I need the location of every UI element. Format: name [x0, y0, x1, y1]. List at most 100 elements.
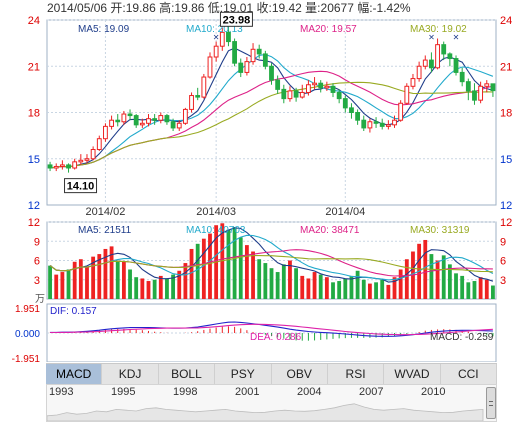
volume-unit-label: 万 — [35, 294, 45, 305]
volume-bar — [491, 285, 495, 299]
candle-body — [299, 91, 305, 98]
volume-bar — [398, 269, 403, 299]
volume-bar — [263, 263, 268, 299]
candle-body — [47, 164, 53, 169]
volume-bar — [269, 268, 274, 299]
candle-body — [447, 53, 453, 60]
volume-bar — [318, 274, 323, 299]
volume-bar — [300, 275, 305, 299]
navigator-sparkline — [47, 403, 484, 421]
volume-bar — [128, 269, 132, 299]
volume-bar — [484, 279, 489, 299]
candle-body — [127, 113, 133, 117]
price-annotation-box — [64, 178, 98, 194]
legend-entry: MA30: 31319 — [410, 225, 470, 236]
price-y-tick-right: 12 — [500, 200, 512, 212]
volume-bar — [232, 227, 237, 299]
tab-cci[interactable]: CCI — [441, 364, 497, 384]
volume-bar — [109, 246, 114, 299]
volume-bar — [78, 259, 83, 299]
candle-body — [262, 53, 268, 67]
navigator-year-label: 2010 — [421, 386, 446, 398]
volume-bar — [386, 284, 391, 299]
candle-body — [478, 85, 484, 101]
volume-bar — [355, 270, 360, 299]
candle-body — [459, 71, 465, 83]
indicator-tabs: MACD KDJ BOLL PSY OBV RSI WVAD CCI — [46, 363, 497, 385]
volume-bar — [177, 270, 182, 299]
candle-body — [349, 107, 354, 113]
volume-bar — [331, 282, 335, 299]
candle-body — [201, 76, 207, 98]
candle-body — [472, 90, 477, 101]
tab-macd[interactable]: MACD — [46, 364, 103, 384]
candle-body — [287, 90, 293, 100]
candle-body — [207, 56, 213, 78]
candle-body — [385, 124, 391, 127]
candle-body — [139, 122, 145, 126]
price-y-tick-left: 15 — [28, 154, 40, 166]
volume-bar — [48, 265, 52, 299]
macd-legend-dif: DIF: 0.157 — [50, 306, 97, 317]
candle-body — [355, 112, 361, 121]
navigator-drag-handle[interactable] — [486, 387, 496, 419]
candle-body — [115, 119, 121, 123]
navigator-year-label: 2001 — [235, 386, 260, 398]
legend-entry: MA20: 38471 — [300, 225, 360, 236]
tab-psy[interactable]: PSY — [215, 364, 272, 384]
candle-body — [238, 62, 244, 73]
tab-boll[interactable]: BOLL — [159, 364, 216, 384]
candle-body — [398, 102, 404, 121]
candle-body — [342, 98, 348, 109]
tab-kdj[interactable]: KDJ — [102, 364, 159, 384]
macd-y-tick: 1.951 — [15, 304, 40, 315]
candle-body — [275, 79, 281, 90]
volume-y-tick-right: 6 — [500, 256, 506, 268]
volume-bar — [374, 282, 378, 299]
candle-body — [293, 90, 299, 98]
price-y-tick-right: 15 — [500, 154, 512, 166]
price-annotation-label: 23.98 — [223, 14, 251, 26]
price-y-tick-left: 12 — [28, 200, 40, 212]
candle-body — [416, 65, 422, 80]
candle-body — [195, 95, 201, 98]
volume-y-tick-left: 12 — [28, 217, 40, 229]
volume-bar — [244, 245, 249, 299]
volume-bar — [447, 264, 452, 299]
volume-bar — [368, 283, 372, 299]
volume-bar — [466, 282, 471, 299]
candle-body — [490, 83, 496, 92]
volume-bar — [441, 255, 446, 299]
navigator-year-label: 1993 — [49, 386, 74, 398]
candle-body — [373, 121, 379, 124]
volume-bar — [115, 260, 120, 299]
volume-y-tick-right: 9 — [500, 236, 506, 248]
candle-body — [121, 113, 127, 123]
volume-bar — [472, 281, 477, 299]
candle-body — [324, 85, 330, 89]
volume-bar — [208, 233, 212, 299]
volume-y-tick-right: 3 — [500, 275, 506, 287]
volume-ma10-line — [49, 234, 494, 281]
tab-wvad[interactable]: WVAD — [384, 364, 441, 384]
volume-bar — [478, 277, 483, 299]
candle-body — [318, 82, 324, 89]
volume-y-tick-left: 6 — [34, 256, 40, 268]
candle-body — [66, 164, 71, 169]
volume-bar — [257, 259, 262, 299]
volume-bar — [288, 260, 292, 299]
candle-body — [435, 44, 440, 69]
navigator-year-label: 1998 — [173, 386, 198, 398]
tab-rsi[interactable]: RSI — [328, 364, 385, 384]
volume-bar — [158, 275, 163, 299]
candle-body — [367, 121, 373, 129]
candle-body — [213, 45, 219, 58]
volume-bar — [171, 274, 175, 299]
macd-y-tick: 0.000 — [15, 329, 40, 340]
navigator-years: 1993 1995 1998 2001 2004 2007 2010 — [47, 386, 496, 400]
volume-bar — [275, 272, 280, 299]
navigator-area — [47, 403, 484, 421]
tab-obv[interactable]: OBV — [272, 364, 328, 384]
time-navigator[interactable]: 1993 1995 1998 2001 2004 2007 2010 — [46, 384, 497, 422]
candle-body — [232, 41, 238, 64]
